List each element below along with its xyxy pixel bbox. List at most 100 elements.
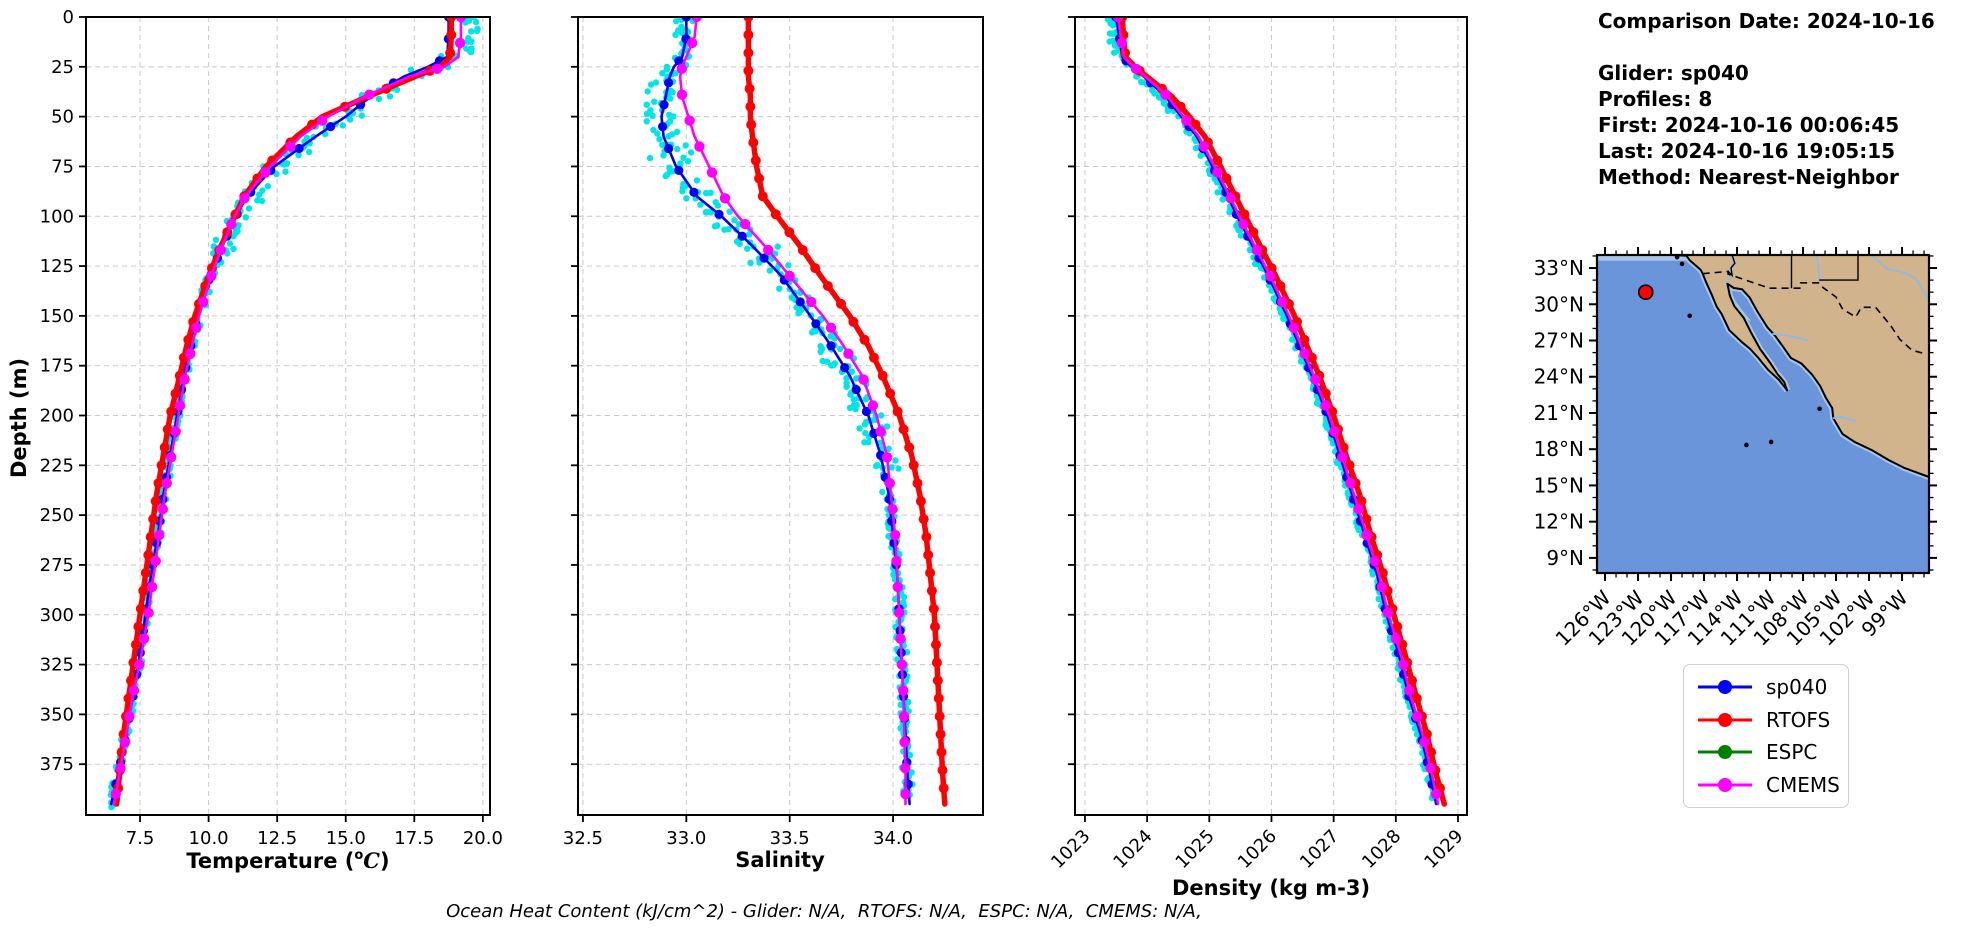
- series-marker-CMEMS: [843, 348, 854, 359]
- plot-area-salinity: [643, 17, 949, 807]
- depth-tick-label: 150: [40, 306, 74, 327]
- scatter-point: [837, 345, 844, 353]
- series-marker-CMEMS: [889, 529, 901, 541]
- us-mexico-border: [1702, 270, 1926, 355]
- scatter-point: [674, 145, 681, 153]
- scatter-point: [245, 205, 253, 212]
- scatter-point: [872, 462, 880, 470]
- scatter-point: [255, 191, 263, 198]
- x-tick-label: 1028: [1358, 826, 1405, 873]
- series-marker-RTOFS: [745, 101, 756, 112]
- series-marker-RTOFS: [166, 406, 177, 417]
- method-text: Method: Nearest-Neighbor: [1598, 165, 1899, 189]
- series-marker-RTOFS: [904, 442, 915, 453]
- series-marker-CMEMS: [719, 193, 731, 204]
- series-marker-CMEMS: [900, 788, 911, 800]
- series-marker-RTOFS: [183, 334, 194, 345]
- series-marker-RTOFS: [748, 137, 759, 148]
- series-marker-CMEMS: [1277, 296, 1288, 308]
- scatter-point: [897, 701, 904, 708]
- map-lat-label: 9°N: [1546, 546, 1584, 570]
- series-sp040-temperature: [109, 17, 454, 806]
- series-marker-RTOFS: [935, 729, 946, 740]
- scatter-point: [684, 158, 692, 165]
- scatter-point: [646, 154, 654, 162]
- series-marker-CMEMS: [1265, 270, 1276, 282]
- series-marker-CMEMS: [432, 63, 443, 74]
- series-marker-CMEMS: [119, 737, 131, 748]
- series-marker-RTOFS: [743, 65, 754, 76]
- series-line-CMEMS: [112, 17, 463, 806]
- series-marker-CMEMS: [239, 193, 250, 204]
- scatter-point: [843, 375, 850, 382]
- scatter-point: [465, 17, 473, 24]
- scatter-point: [672, 31, 679, 38]
- depth-tick-label: 250: [40, 505, 74, 526]
- scatter-point: [664, 171, 671, 178]
- series-marker-sp040: [664, 78, 674, 88]
- series-marker-CMEMS: [185, 348, 196, 359]
- series-marker-RTOFS: [848, 316, 859, 327]
- river: [1870, 255, 1929, 300]
- scatter-point: [776, 285, 783, 292]
- series-marker-RTOFS: [743, 47, 754, 58]
- scatter-point: [242, 214, 249, 221]
- map-lat-label: 24°N: [1534, 365, 1584, 389]
- series-marker-CMEMS: [124, 711, 135, 722]
- series-marker-RTOFS: [1248, 227, 1259, 238]
- series-marker-CMEMS: [763, 244, 774, 256]
- series-marker-sp040: [664, 143, 674, 154]
- series-marker-CMEMS: [1345, 478, 1356, 489]
- series-marker-RTOFS: [937, 765, 948, 776]
- series-marker-RTOFS: [921, 532, 932, 542]
- series-marker-sp040: [759, 253, 769, 263]
- scatter-point: [785, 262, 792, 269]
- series-marker-RTOFS: [133, 621, 144, 632]
- series-marker-RTOFS: [1361, 514, 1372, 525]
- series-marker-RTOFS: [912, 478, 923, 489]
- scatter-point: [273, 170, 280, 178]
- legend-item-ESPC: ESPC: [1696, 737, 1836, 767]
- series-marker-CMEMS: [1419, 737, 1430, 748]
- legend-marker: [1718, 680, 1732, 695]
- series-marker-RTOFS: [877, 370, 888, 381]
- scatter-point: [725, 226, 732, 233]
- map-lat-label: 27°N: [1534, 329, 1584, 353]
- series-RTOFS-salinity: [743, 17, 949, 807]
- scatter-point: [226, 240, 234, 247]
- scatter-point: [651, 98, 658, 105]
- series-marker-CMEMS: [892, 581, 903, 593]
- scatter-point: [1280, 315, 1287, 322]
- legend-label: CMEMS: [1766, 772, 1840, 797]
- scatter-point: [649, 112, 656, 120]
- series-marker-RTOFS: [885, 388, 896, 399]
- scatter-point: [808, 329, 816, 336]
- scatter-point: [230, 245, 237, 252]
- scatter-point: [877, 412, 885, 419]
- series-marker-CMEMS: [1225, 193, 1236, 204]
- series-CMEMS-temperature: [110, 17, 467, 806]
- legend-item-sp040: sp040: [1696, 672, 1836, 702]
- depth-tick-label: 200: [40, 406, 74, 427]
- map-frame: [1595, 253, 1931, 575]
- scatter-point: [659, 70, 666, 77]
- scatter-point: [669, 131, 676, 138]
- series-marker-sp040: [737, 231, 747, 241]
- scatter-point: [687, 149, 695, 156]
- legend-line-sample: [1698, 745, 1752, 760]
- series-marker-CMEMS: [1411, 711, 1423, 722]
- shallow-water-patch: [1597, 255, 1693, 261]
- series-marker-RTOFS: [153, 478, 164, 489]
- series-marker-RTOFS: [928, 603, 939, 614]
- depth-tick-label: 100: [40, 206, 74, 227]
- scatter-point: [705, 208, 713, 216]
- scatter-point: [1226, 209, 1233, 216]
- series-marker-CMEMS: [1238, 219, 1249, 230]
- scatter-point: [683, 195, 690, 202]
- series-marker-RTOFS: [1411, 693, 1422, 704]
- series-marker-CMEMS: [900, 763, 911, 774]
- state-border: [1727, 255, 1736, 278]
- series-marker-CMEMS: [364, 89, 375, 100]
- series-marker-CMEMS: [143, 607, 154, 618]
